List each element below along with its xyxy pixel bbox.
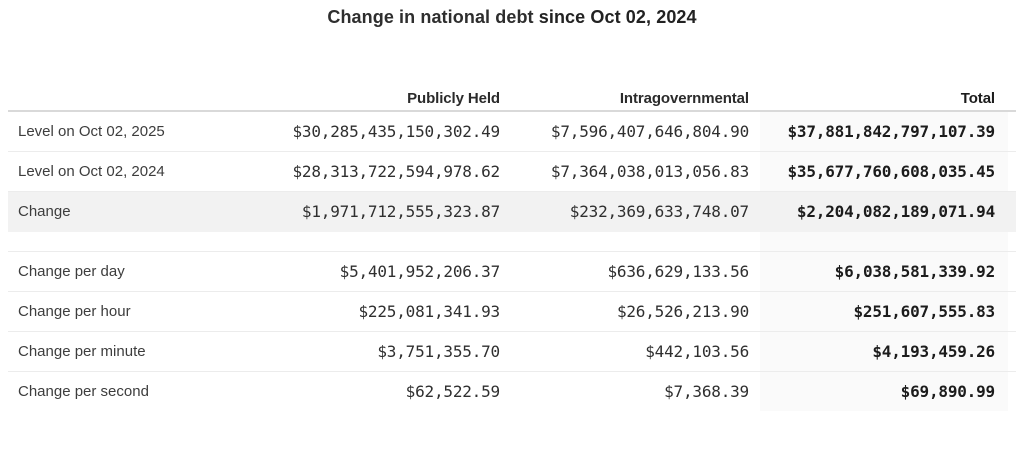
intragovernmental-value: $636,629,133.56 [607,262,750,281]
page-title: Change in national debt since Oct 02, 20… [0,6,1024,28]
total-value: $251,607,555.83 [760,292,1008,331]
header-intragovernmental: Intragovernmental [619,89,749,107]
publicly-held-value: $3,751,355.70 [377,342,500,361]
row-label: Change per day [18,263,125,280]
table-section-levels: Level on Oct 02, 2025 $30,285,435,150,30… [8,112,1016,232]
row-label: Change per second [18,383,149,400]
publicly-held-value: $62,522.59 [405,382,501,401]
total-value: $4,193,459.26 [760,332,1008,371]
intragovernmental-value: $7,596,407,646,804.90 [550,122,749,141]
table-header-row: Publicly Held Intragovernmental Total [8,86,1016,112]
publicly-held-value: $1,971,712,555,323.87 [301,202,500,221]
publicly-held-value: $30,285,435,150,302.49 [292,122,500,141]
table-row: Change per minute $3,751,355.70 $442,103… [8,332,1016,372]
total-value: $6,038,581,339.92 [760,252,1008,291]
intragovernmental-value: $442,103.56 [645,342,749,361]
intragovernmental-value: $232,369,633,748.07 [569,202,749,221]
intragovernmental-value: $26,526,213.90 [616,302,749,321]
total-value: $69,890.99 [760,372,1008,411]
header-publicly-held: Publicly Held [407,89,500,107]
page-title-prefix: Change in national debt [327,7,539,27]
row-label: Level on Oct 02, 2024 [18,163,165,180]
table-row: Change $1,971,712,555,323.87 $232,369,63… [8,192,1016,232]
publicly-held-value: $225,081,341.93 [358,302,501,321]
row-label: Change per minute [18,343,146,360]
total-value: $35,677,760,608,035.45 [760,152,1008,191]
table-row: Change per day $5,401,952,206.37 $636,62… [8,252,1016,292]
section-spacer [8,232,1016,252]
row-label: Change [18,203,71,220]
total-value: $37,881,842,797,107.39 [760,112,1008,151]
row-label: Change per hour [18,303,131,320]
table-section-rates: Change per day $5,401,952,206.37 $636,62… [8,252,1016,412]
table-row: Change per second $62,522.59 $7,368.39 $… [8,372,1016,412]
publicly-held-value: $5,401,952,206.37 [339,262,501,281]
publicly-held-value: $28,313,722,594,978.62 [292,162,500,181]
intragovernmental-value: $7,364,038,013,056.83 [550,162,749,181]
intragovernmental-value: $7,368.39 [664,382,749,401]
row-label: Level on Oct 02, 2025 [18,123,165,140]
table-row: Change per hour $225,081,341.93 $26,526,… [8,292,1016,332]
table-row: Level on Oct 02, 2025 $30,285,435,150,30… [8,112,1016,152]
total-value: $2,204,082,189,071.94 [760,192,1008,231]
national-debt-table: Publicly Held Intragovernmental Total Le… [0,86,1024,412]
header-total: Total [960,89,995,107]
page-title-date: since Oct 02, 2024 [538,7,697,27]
table-row: Level on Oct 02, 2024 $28,313,722,594,97… [8,152,1016,192]
